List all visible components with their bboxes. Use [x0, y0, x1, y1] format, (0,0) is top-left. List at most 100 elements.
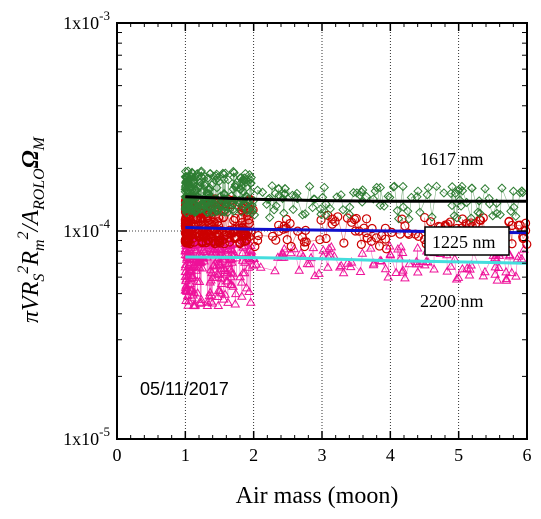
data-point-2200 — [400, 272, 410, 282]
data-point-1617 — [261, 199, 272, 210]
x-tick-label: 3 — [318, 445, 327, 465]
y-tick-label: 1x10-5 — [63, 424, 110, 449]
data-point-2200 — [490, 269, 501, 278]
data-point-2200 — [196, 297, 206, 306]
data-point-1617 — [452, 213, 462, 223]
data-point-1617 — [245, 178, 256, 189]
y-tick-label: 1x10-4 — [63, 216, 110, 241]
data-point-1617 — [325, 204, 335, 214]
data-point-1225 — [211, 238, 221, 248]
data-point-1617 — [229, 206, 239, 216]
data-point-1225 — [366, 236, 376, 246]
data-point-1617 — [180, 184, 191, 195]
data-point-2200 — [501, 275, 512, 284]
data-point-1617 — [371, 182, 382, 193]
data-point-1617 — [195, 204, 206, 215]
data-point-1225 — [267, 231, 278, 241]
data-point-2200 — [506, 267, 517, 277]
data-point-2200 — [513, 251, 524, 260]
data-point-1225 — [237, 226, 247, 236]
data-point-2200 — [296, 248, 306, 257]
data-point-1225 — [330, 217, 340, 227]
data-point-1617 — [192, 185, 202, 196]
data-point-1617 — [180, 201, 191, 212]
data-point-2200 — [185, 257, 195, 267]
data-point-1617 — [279, 188, 290, 199]
data-point-1617 — [344, 209, 355, 219]
data-point-2200 — [304, 258, 315, 268]
data-point-1225 — [475, 215, 485, 225]
data-point-1617 — [210, 175, 221, 185]
data-point-2200 — [238, 267, 248, 277]
data-point-1617 — [180, 182, 191, 192]
data-point-1617 — [518, 187, 528, 198]
data-point-1617 — [264, 193, 275, 204]
data-point-1617 — [427, 212, 437, 222]
data-point-1617 — [187, 171, 197, 182]
fit-line-2200-nm — [185, 255, 528, 265]
data-point-2200 — [420, 259, 430, 269]
data-point-2200 — [314, 268, 324, 277]
data-point-2200 — [466, 260, 477, 269]
data-point-1617 — [447, 200, 457, 211]
data-point-1617 — [423, 183, 434, 193]
data-point-1617 — [182, 177, 192, 188]
data-point-1617 — [319, 182, 330, 193]
data-point-1617 — [212, 206, 222, 216]
data-point-1617 — [229, 172, 239, 183]
data-point-1617 — [230, 180, 241, 190]
data-point-1617 — [495, 209, 505, 220]
data-point-2200 — [464, 269, 475, 279]
data-point-2200 — [189, 300, 200, 310]
data-point-1225 — [321, 233, 331, 244]
data-point-1617 — [404, 214, 414, 224]
data-points — [180, 166, 532, 310]
data-point-1617 — [200, 179, 211, 189]
data-point-1617 — [181, 172, 191, 183]
data-point-2200 — [222, 275, 233, 285]
data-point-1225 — [380, 234, 391, 244]
data-point-2200 — [397, 267, 408, 276]
y-axis-title-sub-s: S — [31, 274, 48, 282]
data-point-1617 — [449, 211, 459, 221]
data-point-1225 — [237, 222, 247, 232]
data-point-1617 — [190, 172, 200, 182]
data-point-2200 — [294, 265, 305, 274]
series-label-1225-frame — [424, 226, 510, 256]
data-point-2200 — [326, 241, 337, 251]
data-point-1617 — [508, 186, 519, 196]
data-point-2200 — [412, 242, 423, 252]
data-point-2200 — [180, 275, 191, 285]
y-axis-title-sub-rolo: ROLO — [31, 168, 48, 211]
y-axis-title-sup2a: 2 — [15, 266, 32, 274]
data-point-1617 — [196, 171, 207, 181]
data-point-1617 — [497, 183, 507, 193]
data-point-1617 — [206, 202, 217, 212]
data-point-1617 — [229, 168, 239, 178]
data-point-2200 — [442, 266, 453, 275]
y-axis-title-sup2b: 2 — [15, 231, 32, 239]
data-point-1225 — [333, 212, 343, 222]
y-axis-title-pi: π — [18, 310, 44, 323]
data-point-2200 — [180, 266, 191, 275]
data-point-2200 — [207, 272, 218, 282]
data-point-2200 — [220, 289, 230, 298]
data-point-1617 — [196, 166, 207, 176]
data-point-2200 — [357, 248, 368, 257]
data-point-2200 — [338, 267, 349, 277]
data-point-1617 — [375, 200, 385, 211]
data-point-2200 — [270, 265, 280, 275]
data-point-1617 — [273, 183, 284, 194]
data-point-1617 — [455, 184, 465, 194]
data-point-2200 — [493, 262, 504, 272]
data-point-1617 — [183, 199, 193, 209]
data-point-1617 — [235, 184, 246, 194]
data-point-1617 — [247, 205, 258, 215]
data-point-2200 — [453, 272, 464, 281]
data-point-2200 — [355, 266, 366, 276]
data-point-1617 — [511, 211, 521, 222]
data-point-1617 — [309, 194, 320, 204]
data-point-1617 — [475, 208, 485, 219]
data-point-1617 — [249, 210, 260, 220]
data-point-2200 — [251, 259, 262, 268]
